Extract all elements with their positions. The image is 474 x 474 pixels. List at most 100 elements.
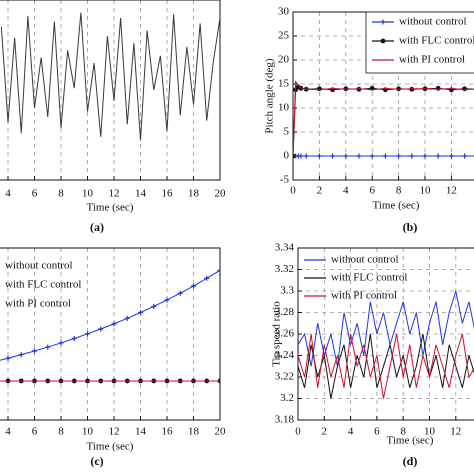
x-tick-label: 14 [135, 426, 147, 438]
series-line [0, 269, 220, 361]
data-point [317, 86, 322, 92]
data-point [293, 153, 296, 159]
data-point [164, 297, 170, 303]
data-point [356, 153, 362, 159]
x-tick-label: 12 [109, 426, 120, 438]
x-tick-label: 2 [317, 185, 323, 197]
data-point [138, 310, 143, 315]
x-axis-label: Time (sec) [87, 441, 134, 453]
panel-label: (a) [90, 220, 104, 234]
y-tick-label: 5 [284, 126, 290, 138]
x-axis-label: Time (sec) [373, 200, 420, 212]
x-tick-label: 8 [396, 185, 402, 197]
data-point [462, 153, 468, 159]
y-tick-label: 25 [278, 30, 290, 42]
data-point [303, 153, 309, 159]
data-point [204, 275, 210, 281]
data-point [45, 344, 51, 350]
x-tick-label: 6 [32, 426, 38, 438]
y-tick-label: 0 [284, 150, 290, 162]
legend-label: without control [399, 16, 467, 28]
data-point [369, 153, 375, 159]
series-line [298, 290, 474, 367]
data-point [422, 153, 428, 159]
panel-label: (c) [90, 454, 103, 468]
x-tick-label: 4 [5, 426, 11, 438]
y-tick-label: 3.24 [275, 349, 295, 361]
data-point [298, 153, 304, 159]
plot-frame [0, 0, 221, 181]
data-point [18, 352, 24, 358]
chart-panel: 0 2 4 6 8 10 12 3.18 3.2 3.22 3.24 3.26 3.28 3.3 3.32 3… [271, 242, 474, 468]
data-point [71, 335, 77, 341]
plot-frame [297, 247, 474, 421]
data-point [435, 85, 441, 91]
legend-label: with FLC control [331, 272, 407, 284]
x-tick-label: 10 [82, 188, 94, 200]
legend-marker [380, 19, 386, 25]
x-tick-label: 10 [420, 185, 432, 197]
x-tick-label: 4 [348, 426, 354, 438]
panel-label: (d) [403, 454, 418, 468]
x-tick-label: 14 [135, 188, 147, 200]
data-point [151, 303, 157, 309]
x-tick-label: 0 [295, 426, 301, 438]
x-tick-label: 12 [109, 188, 120, 200]
y-axis-label: Tip speed ratio [271, 301, 283, 367]
series-line [298, 333, 474, 399]
data-point [111, 321, 117, 327]
y-tick-label: 3.3 [280, 285, 294, 297]
legend-label: with FLC control [399, 35, 474, 47]
y-tick-label: -5 [280, 174, 290, 186]
x-tick-label: 16 [162, 426, 174, 438]
y-tick-label: 30 [278, 6, 290, 18]
data-point [343, 153, 349, 159]
y-tick-label: 3.22 [275, 371, 294, 383]
x-tick-label: 0 [290, 185, 296, 197]
legend-label: with PI control [331, 290, 397, 302]
x-tick-label: 10 [82, 426, 94, 438]
x-tick-label: 6 [369, 185, 375, 197]
chart-panel: 4 6 8 10 12 14 16 18 20 without control with FLC c… [0, 247, 227, 468]
data-point [191, 283, 196, 289]
data-point [330, 153, 336, 159]
x-tick-label: 12 [446, 185, 457, 197]
data-point [85, 331, 90, 337]
data-point [316, 153, 322, 159]
data-point [448, 153, 454, 159]
data-point [462, 86, 467, 92]
x-tick-label: 8 [400, 426, 406, 438]
x-tick-label: 12 [450, 426, 461, 438]
x-axis-label: Time (sec) [387, 435, 434, 447]
legend-label: without control [331, 254, 399, 266]
data-point [58, 340, 64, 346]
x-tick-label: 18 [188, 426, 200, 438]
y-tick-label: 3.18 [275, 414, 295, 426]
data-point [124, 315, 130, 321]
legend-marker [380, 38, 386, 44]
x-tick-label: 20 [215, 426, 227, 438]
legend-label: with PI control [399, 54, 465, 66]
legend-label: with FLC control [5, 279, 81, 291]
x-tick-label: 16 [162, 188, 174, 200]
data-point [177, 290, 183, 296]
data-point [98, 326, 104, 332]
legend-label: with PI control [5, 298, 71, 310]
data-point [32, 348, 37, 354]
series-line [298, 333, 474, 399]
data-point [409, 153, 415, 159]
y-tick-label: 3.26 [275, 328, 295, 340]
data-point [382, 153, 388, 159]
x-tick-label: 20 [215, 188, 227, 200]
plot-area [293, 80, 474, 159]
x-tick-label: 6 [374, 426, 380, 438]
x-tick-label: 6 [32, 188, 38, 200]
legend-label: without control [5, 260, 73, 272]
x-tick-label: 4 [5, 188, 11, 200]
x-tick-label: 10 [424, 426, 436, 438]
y-axis-label: Pitch angle (deg) [264, 58, 276, 133]
y-tick-label: 3.32 [275, 263, 294, 275]
plot-area [298, 290, 474, 399]
